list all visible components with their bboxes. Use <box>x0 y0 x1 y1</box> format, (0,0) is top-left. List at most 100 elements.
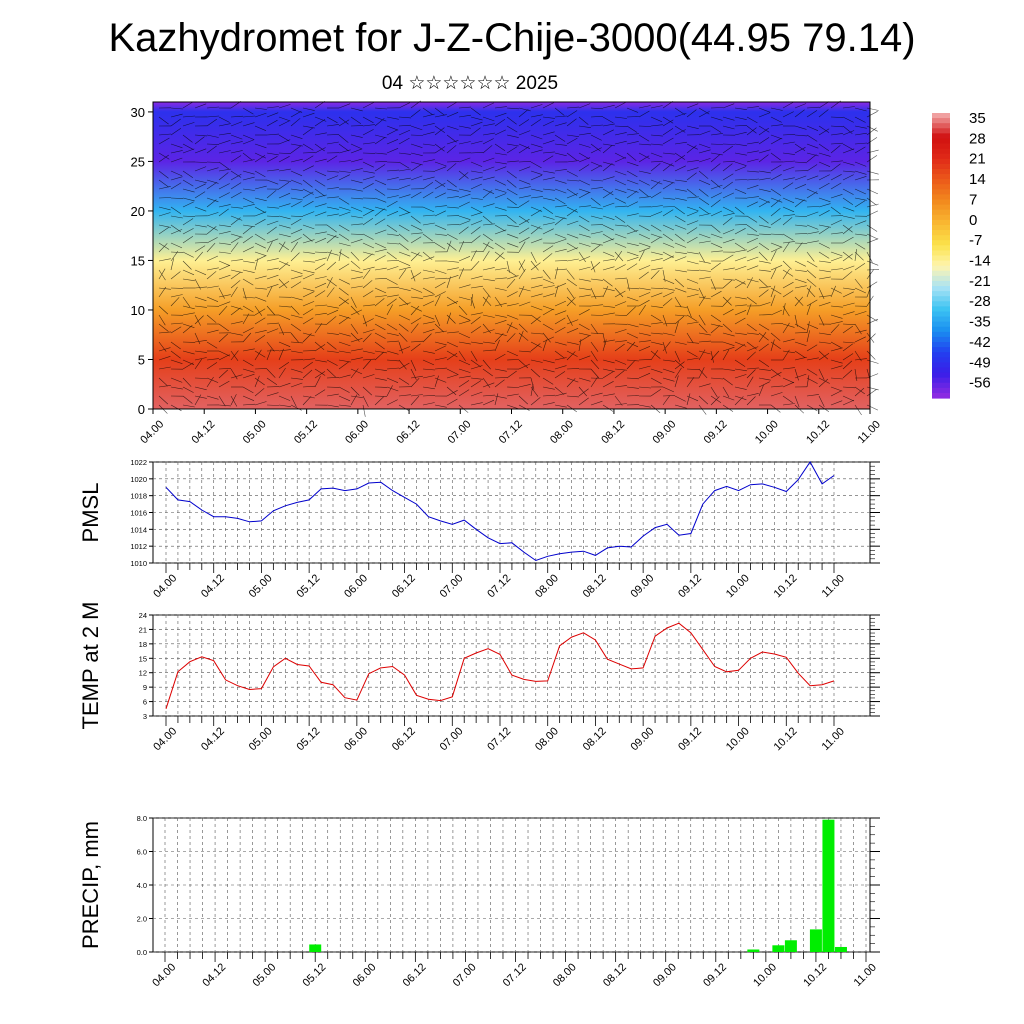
pmsl-x-tick: 06.00 <box>342 572 370 600</box>
precip-x-tick: 06.12 <box>401 961 429 989</box>
pmsl-x-tick: 04.00 <box>151 572 179 600</box>
x-tick-label: 04.12 <box>190 418 218 446</box>
pmsl-ylabel: PMSL <box>78 483 103 543</box>
colorbar-label: -21 <box>969 273 991 290</box>
precip-bar <box>822 819 835 952</box>
y-tick-label: 5 <box>138 352 145 367</box>
pmsl-x-tick: 05.12 <box>294 572 322 600</box>
colorbar-label: -7 <box>969 232 982 249</box>
precip-y-tick: 6.0 <box>137 848 147 857</box>
temp-x-tick: 07.00 <box>438 725 466 753</box>
pmsl-x-tick: 08.00 <box>533 572 561 600</box>
temp-y-tick: 21 <box>139 625 147 634</box>
precip-x-tick: 04.12 <box>200 961 228 989</box>
colorbar-label: 0 <box>969 212 977 229</box>
pmsl-x-tick: 08.12 <box>581 572 609 600</box>
pmsl-x-tick: 10.12 <box>772 572 800 600</box>
precip-ylabel: PRECIP, mm <box>78 821 103 949</box>
x-tick-label: 08.12 <box>599 418 627 446</box>
wind-barbs <box>158 100 880 417</box>
precip-bar <box>772 945 785 952</box>
precip-x-tick: 08.12 <box>601 961 629 989</box>
precip-bar <box>747 949 760 952</box>
temp-x-tick: 10.12 <box>772 725 800 753</box>
pmsl-x-tick: 05.00 <box>247 572 275 600</box>
colorbar-label: 21 <box>969 151 986 168</box>
temp-ylabel: TEMP at 2 M <box>78 602 103 730</box>
temp-y-tick: 24 <box>139 611 147 620</box>
precip-x-tick: 07.12 <box>501 961 529 989</box>
precip-y-tick: 0.0 <box>137 948 147 957</box>
pmsl-y-tick: 1016 <box>130 509 147 518</box>
x-tick-label: 05.12 <box>292 418 320 446</box>
pmsl-y-tick: 1022 <box>130 458 147 467</box>
temp-x-tick: 09.00 <box>628 725 656 753</box>
temp-series-line <box>165 622 835 709</box>
pmsl-x-tick: 09.12 <box>676 572 704 600</box>
pmsl-series-line <box>165 461 835 562</box>
pmsl-x-tick: 11.00 <box>820 573 847 600</box>
pmsl-y-tick: 1018 <box>130 492 147 501</box>
x-tick-label: 06.12 <box>394 418 422 446</box>
colorbar-label: 7 <box>969 191 977 208</box>
temp-y-tick: 15 <box>139 654 147 663</box>
temp-x-tick: 06.12 <box>390 725 418 753</box>
pmsl-y-tick: 1014 <box>130 525 147 534</box>
temp-x-tick: 06.00 <box>342 725 370 753</box>
temp-x-tick: 11.00 <box>820 726 847 753</box>
colorbar-label: -56 <box>969 375 991 392</box>
page-title: Kazhydromet for J-Z-Chije-3000(44.95 79.… <box>108 16 916 60</box>
pmsl-x-tick: 04.12 <box>199 572 227 600</box>
precip-x-tick: 05.00 <box>250 961 278 989</box>
y-tick-label: 30 <box>131 105 145 120</box>
x-tick-label: 05.00 <box>241 418 269 446</box>
pmsl-y-tick: 1020 <box>130 475 147 484</box>
precip-x-tick: 07.00 <box>451 961 479 989</box>
precip-x-tick: 08.00 <box>551 961 579 989</box>
pmsl-x-tick: 07.12 <box>485 572 513 600</box>
colorbar-label: -49 <box>969 354 991 371</box>
temp-y-tick: 3 <box>143 712 147 721</box>
y-tick-label: 25 <box>131 154 145 169</box>
y-tick-label: 20 <box>131 204 145 219</box>
temp-x-tick: 05.00 <box>247 725 275 753</box>
x-tick-label: 08.00 <box>548 418 576 446</box>
x-tick-label: 11.00 <box>856 419 883 446</box>
precip-x-tick: 06.00 <box>351 961 379 989</box>
precip-x-tick: 10.12 <box>801 961 829 989</box>
temperature-field <box>153 102 870 409</box>
x-tick-label: 10.12 <box>804 418 832 446</box>
pmsl-y-tick: 1010 <box>130 559 147 568</box>
pmsl-y-tick: 1012 <box>130 542 147 551</box>
colorbar-label: -42 <box>969 334 991 351</box>
temp-x-tick: 09.12 <box>676 725 704 753</box>
precip-y-tick: 2.0 <box>137 915 147 924</box>
temp-x-tick: 10.00 <box>724 725 752 753</box>
pmsl-x-tick: 10.00 <box>724 572 752 600</box>
x-tick-label: 09.00 <box>650 418 678 446</box>
colorbar-label: -35 <box>969 314 991 331</box>
temp-x-tick: 08.00 <box>533 725 561 753</box>
y-tick-label: 15 <box>131 253 145 268</box>
colorbar-label: 35 <box>969 110 986 127</box>
precip-bar <box>784 940 797 952</box>
precip-x-tick: 11.00 <box>852 962 879 989</box>
page-subtitle: 04 ☆☆☆☆☆☆ 2025 <box>381 73 559 94</box>
x-tick-label: 07.12 <box>497 418 525 446</box>
x-tick-label: 09.12 <box>702 418 730 446</box>
temp-y-tick: 9 <box>143 683 147 692</box>
precip-y-tick: 4.0 <box>137 881 147 890</box>
precip-x-tick: 10.00 <box>751 961 779 989</box>
precip-frame <box>152 817 871 953</box>
temp-x-tick: 08.12 <box>581 725 609 753</box>
temp-y-tick: 6 <box>143 698 147 707</box>
precip-y-tick: 8.0 <box>137 814 147 823</box>
colorbar-label: 28 <box>969 130 986 147</box>
precip-x-tick: 09.12 <box>701 961 729 989</box>
colorbar-label: -28 <box>969 293 991 310</box>
x-tick-label: 10.00 <box>753 418 781 446</box>
temp-x-tick: 05.12 <box>294 725 322 753</box>
pmsl-x-tick: 06.12 <box>390 572 418 600</box>
precip-bar <box>809 929 822 952</box>
